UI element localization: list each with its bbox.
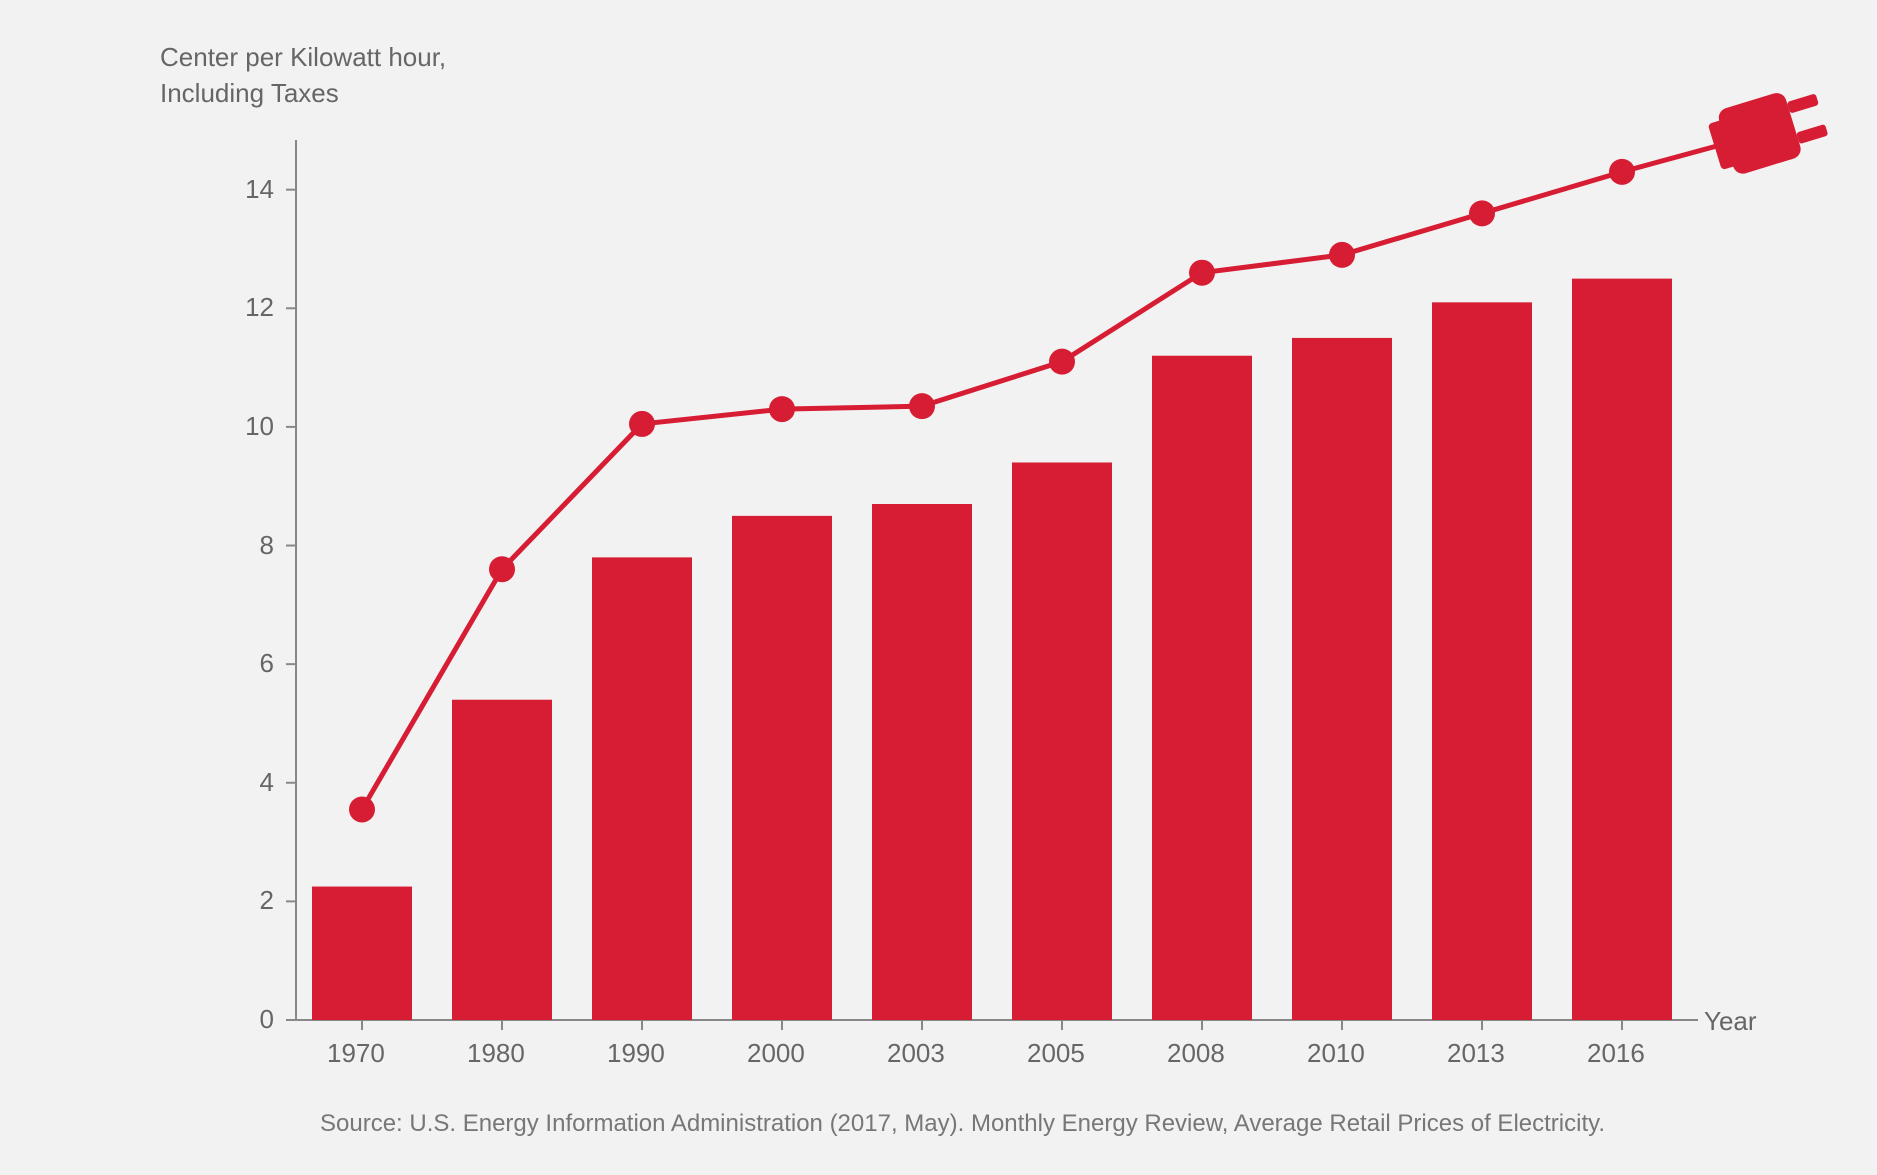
y-tick-label: 2 — [260, 885, 274, 916]
line-marker — [769, 396, 795, 422]
y-tick-label: 6 — [260, 648, 274, 679]
x-category-label: 1970 — [327, 1038, 385, 1069]
chart-svg — [0, 0, 1877, 1175]
bar — [312, 887, 412, 1020]
bar — [732, 516, 832, 1020]
bar — [1432, 302, 1532, 1020]
bar — [1292, 338, 1392, 1020]
chart-container: Center per Kilowatt hour, Including Taxe… — [0, 0, 1877, 1175]
line-marker — [909, 393, 935, 419]
source-text: Source: U.S. Energy Information Administ… — [320, 1110, 1605, 1138]
x-category-label: 2010 — [1307, 1038, 1365, 1069]
bar — [872, 504, 972, 1020]
y-tick-label: 0 — [260, 1004, 274, 1035]
y-tick-label: 10 — [245, 411, 274, 442]
line-marker — [629, 411, 655, 437]
x-category-label: 2013 — [1447, 1038, 1505, 1069]
bar — [1572, 279, 1672, 1020]
line-marker — [489, 556, 515, 582]
bar — [452, 700, 552, 1020]
line-marker — [1189, 260, 1215, 286]
bar — [1152, 356, 1252, 1020]
y-tick-label: 12 — [245, 292, 274, 323]
x-category-label: 2008 — [1167, 1038, 1225, 1069]
x-category-label: 1990 — [607, 1038, 665, 1069]
x-category-label: 2000 — [747, 1038, 805, 1069]
line-marker — [349, 796, 375, 822]
x-category-label: 1980 — [467, 1038, 525, 1069]
x-category-label: 2005 — [1027, 1038, 1085, 1069]
y-tick-label: 4 — [260, 767, 274, 798]
bar — [592, 557, 692, 1020]
line-marker — [1329, 242, 1355, 268]
y-tick-label: 8 — [260, 530, 274, 561]
bar — [1012, 462, 1112, 1020]
x-category-label: 2003 — [887, 1038, 945, 1069]
line-marker — [1609, 159, 1635, 185]
plug-icon — [1705, 82, 1832, 180]
line-marker — [1469, 200, 1495, 226]
line-marker — [1049, 349, 1075, 375]
y-tick-label: 14 — [245, 174, 274, 205]
x-axis-title: Year — [1704, 1006, 1757, 1037]
x-category-label: 2016 — [1587, 1038, 1645, 1069]
